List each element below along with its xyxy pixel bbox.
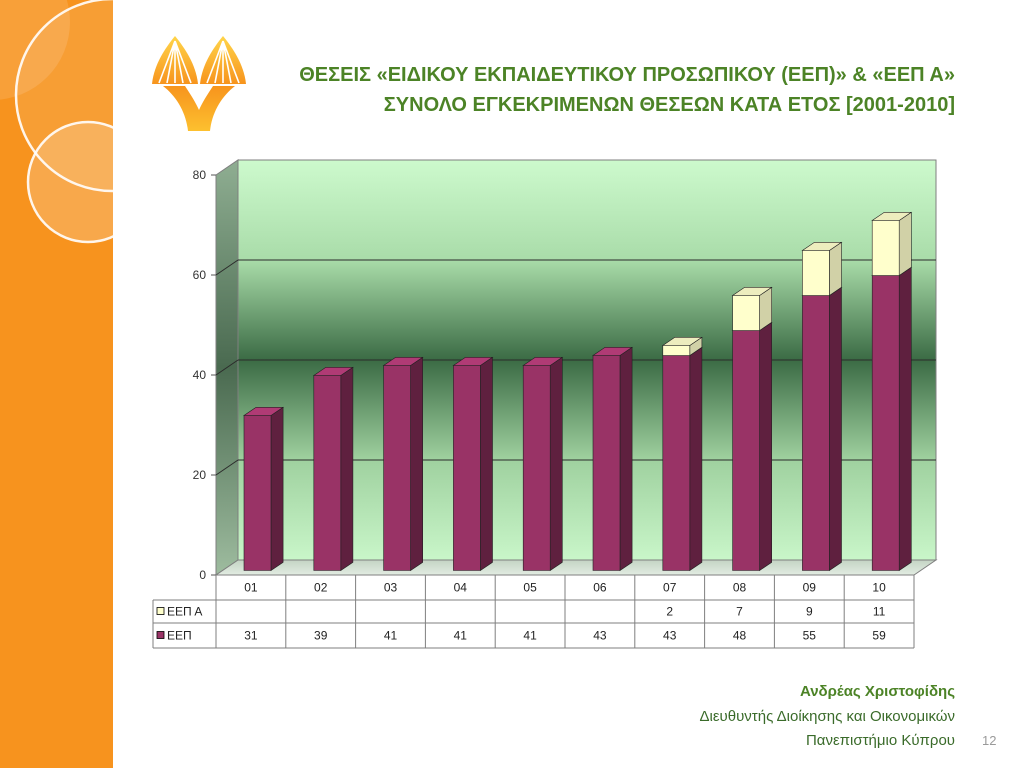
table-cell-value: 41 [454, 629, 468, 643]
bar-side-face [410, 356, 424, 572]
bar-segment-s2-07 [661, 336, 703, 357]
table-cell-value: 31 [244, 629, 258, 643]
slide-title: ΘΕΣΕΙΣ «ΕΙΔΙΚΟΥ ΕΚΠΑΙΔΕΥΤΙΚΟΥ ΠΡΟΣΩΠΙΚΟΥ… [299, 60, 955, 120]
table-cell-value: 9 [806, 605, 813, 619]
y-tick-label: 20 [193, 468, 207, 482]
bar-side-face [340, 366, 354, 572]
bar-side-face [829, 241, 842, 297]
data-table: 01 02 03 04 05 06 07 08 09 10 ΕΕΠ Α 2 7 9 11 ΕΕΠ 31 39 41 4… [152, 574, 915, 649]
decorative-ring [14, 0, 113, 193]
x-category-label: 08 [733, 581, 747, 595]
y-axis: 0 20 40 60 80 [193, 168, 216, 582]
bar-segment-s1-03 [382, 356, 424, 572]
bar-side-face [689, 346, 703, 572]
x-category-label: 01 [244, 581, 258, 595]
bar-front-face [662, 345, 691, 356]
bar-segment-s1-10 [871, 266, 913, 572]
left-tree-veins [158, 40, 192, 84]
table-cell-value: 41 [384, 629, 398, 643]
bar-segment-s1-07 [661, 346, 703, 572]
y-tick-label: 0 [199, 568, 206, 582]
bar-segment-s2-09 [801, 241, 843, 297]
bar-segment-s1-06 [592, 346, 634, 572]
table-cell-value: 7 [736, 605, 743, 619]
bar-side-face [270, 406, 284, 572]
bar-front-face [802, 250, 830, 296]
table-cell-value: 39 [314, 629, 328, 643]
bar-side-face [829, 286, 842, 572]
table-cell-value: 2 [666, 605, 673, 619]
bar-front-face [871, 220, 900, 276]
y-tick-label: 60 [193, 268, 207, 282]
x-category-label: 07 [663, 581, 677, 595]
side-wall-gridline [215, 359, 239, 376]
legend-key [156, 607, 165, 615]
bar-side-face [759, 321, 773, 572]
bar-segment-s1-09 [801, 286, 843, 572]
sidebar-decoration [0, 0, 113, 768]
title-line-2: ΣΥΝΟΛΟ ΕΓΚΕΚΡΙΜΕΝΩΝ ΘΕΣΕΩΝ ΚΑΤΑ ΕΤΟΣ [20… [383, 94, 955, 116]
bars [243, 211, 913, 572]
table-cell-value: 41 [523, 629, 537, 643]
side-wall-gridline [215, 259, 239, 276]
legend-label: ΕΕΠ [167, 629, 192, 643]
page-number: 12 [982, 733, 997, 748]
decorative-ring [26, 120, 113, 244]
bar-front-face [871, 275, 900, 571]
x-category-label: 05 [523, 581, 537, 595]
table-cell-value: 11 [873, 605, 886, 619]
table-cell-value: 59 [872, 629, 886, 643]
table-cell-value: 48 [733, 629, 747, 643]
y-tick-label: 80 [193, 168, 207, 182]
decorative-circles [0, 0, 113, 244]
author-name: Ανδρέας Χριστοφίδης [799, 683, 955, 700]
x-category-label: 03 [384, 581, 398, 595]
bar-segment-s2-10 [871, 211, 913, 277]
bar-front-face [453, 365, 481, 571]
bar-front-face [732, 330, 760, 571]
table-cell-value: 55 [803, 629, 817, 643]
bar-front-face [732, 295, 760, 331]
right-tree-veins [206, 40, 240, 84]
bar-side-face [898, 266, 912, 572]
university-tree-logo-icon [152, 36, 246, 131]
bar-segment-s1-08 [731, 321, 773, 572]
footer-credits: Ανδρέας Χριστοφίδης Διευθυντής Διοίκησης… [700, 680, 955, 754]
bar-segment-s2-08 [731, 286, 773, 332]
bar-segment-s1-01 [243, 406, 285, 572]
bar-segment-s1-05 [522, 356, 564, 572]
bar-front-face [313, 375, 342, 571]
x-category-label: 09 [803, 581, 817, 595]
author-position: Διευθυντής Διοίκησης και Οικονομικών [699, 707, 955, 725]
table-cell-value: 43 [663, 629, 677, 643]
bar-front-face [522, 365, 551, 571]
bar-front-face [662, 355, 691, 571]
table-cell-value: 43 [593, 629, 607, 643]
bar-side-face [549, 356, 563, 572]
x-category-label: 06 [593, 581, 607, 595]
x-category-label: 04 [454, 581, 468, 595]
legend-label: ΕΕΠ Α [167, 605, 202, 619]
bar-front-face [243, 415, 272, 571]
bar-front-face [802, 295, 830, 571]
bar-front-face [592, 355, 621, 571]
tree-trunk [163, 86, 235, 131]
bar-segment-s1-04 [452, 356, 494, 572]
x-category-label: 02 [314, 581, 328, 595]
legend-key [156, 631, 165, 639]
bar-side-face [898, 211, 912, 277]
bar-side-face [619, 346, 633, 572]
x-category-label: 10 [872, 581, 886, 595]
bar-front-face [383, 365, 411, 571]
title-line-1: ΘΕΣΕΙΣ «ΕΙΔΙΚΟΥ ΕΚΠΑΙΔΕΥΤΙΚΟΥ ΠΡΟΣΩΠΙΚΟΥ… [299, 64, 955, 86]
bar-segment-s1-02 [312, 366, 354, 572]
side-wall-gridline [215, 459, 239, 476]
organization-name: Πανεπιστήμιο Κύπρου [805, 732, 955, 749]
y-tick-label: 40 [193, 368, 207, 382]
bar-side-face [480, 356, 493, 572]
